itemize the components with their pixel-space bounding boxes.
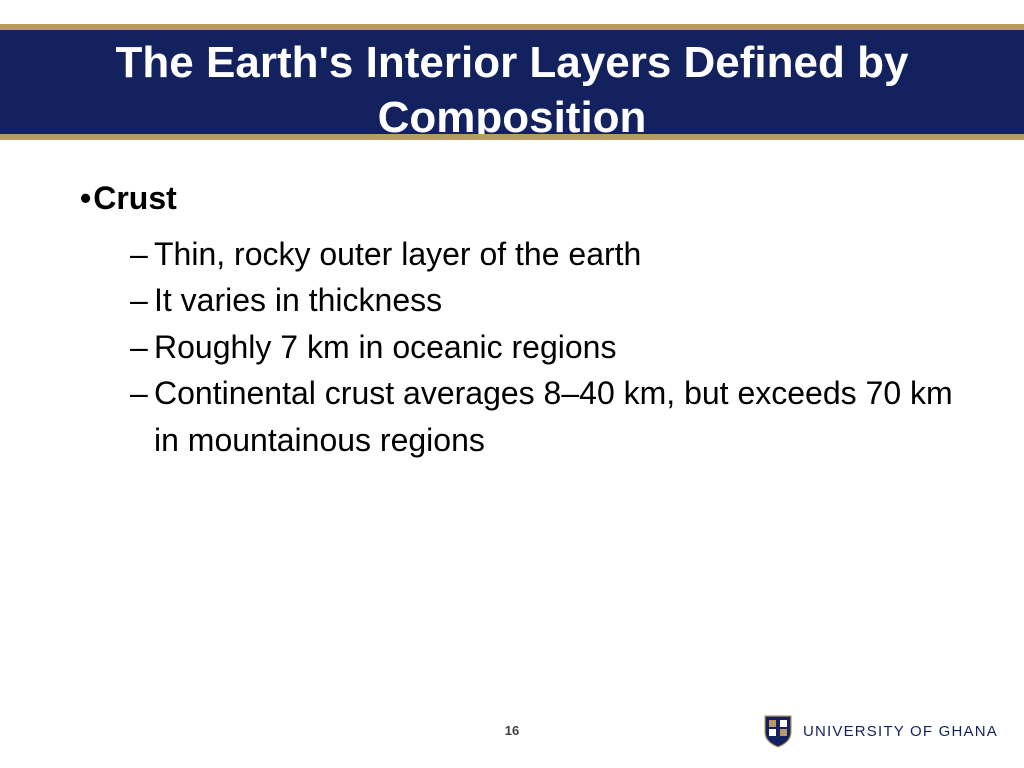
bullet-heading: •Crust xyxy=(80,180,964,217)
dash-icon: – xyxy=(130,231,154,277)
sub-bullet-item: –Roughly 7 km in oceanic regions xyxy=(130,324,964,370)
sub-bullet-item: –Continental crust averages 8–40 km, but… xyxy=(130,370,964,463)
sub-bullet-text: It varies in thickness xyxy=(154,282,442,318)
title-band: The Earth's Interior Layers Defined by C… xyxy=(0,24,1024,140)
sub-bullet-text: Thin, rocky outer layer of the earth xyxy=(154,236,641,272)
sub-bullet-item: –It varies in thickness xyxy=(130,277,964,323)
footer-logo: UNIVERSITY OF GHANA xyxy=(763,714,998,748)
sub-bullet-text: Continental crust averages 8–40 km, but … xyxy=(154,375,953,457)
bullet-heading-text: Crust xyxy=(93,180,177,216)
sub-bullet-list: –Thin, rocky outer layer of the earth –I… xyxy=(80,231,964,463)
sub-bullet-text: Roughly 7 km in oceanic regions xyxy=(154,329,616,365)
slide-title: The Earth's Interior Layers Defined by C… xyxy=(0,35,1024,140)
dash-icon: – xyxy=(130,324,154,370)
dash-icon: – xyxy=(130,370,154,416)
dash-icon: – xyxy=(130,277,154,323)
bullet-dot-icon: • xyxy=(80,180,91,216)
university-crest-icon xyxy=(763,714,793,748)
sub-bullet-item: –Thin, rocky outer layer of the earth xyxy=(130,231,964,277)
content-area: •Crust –Thin, rocky outer layer of the e… xyxy=(80,180,964,463)
institution-name: UNIVERSITY OF GHANA xyxy=(803,723,998,740)
